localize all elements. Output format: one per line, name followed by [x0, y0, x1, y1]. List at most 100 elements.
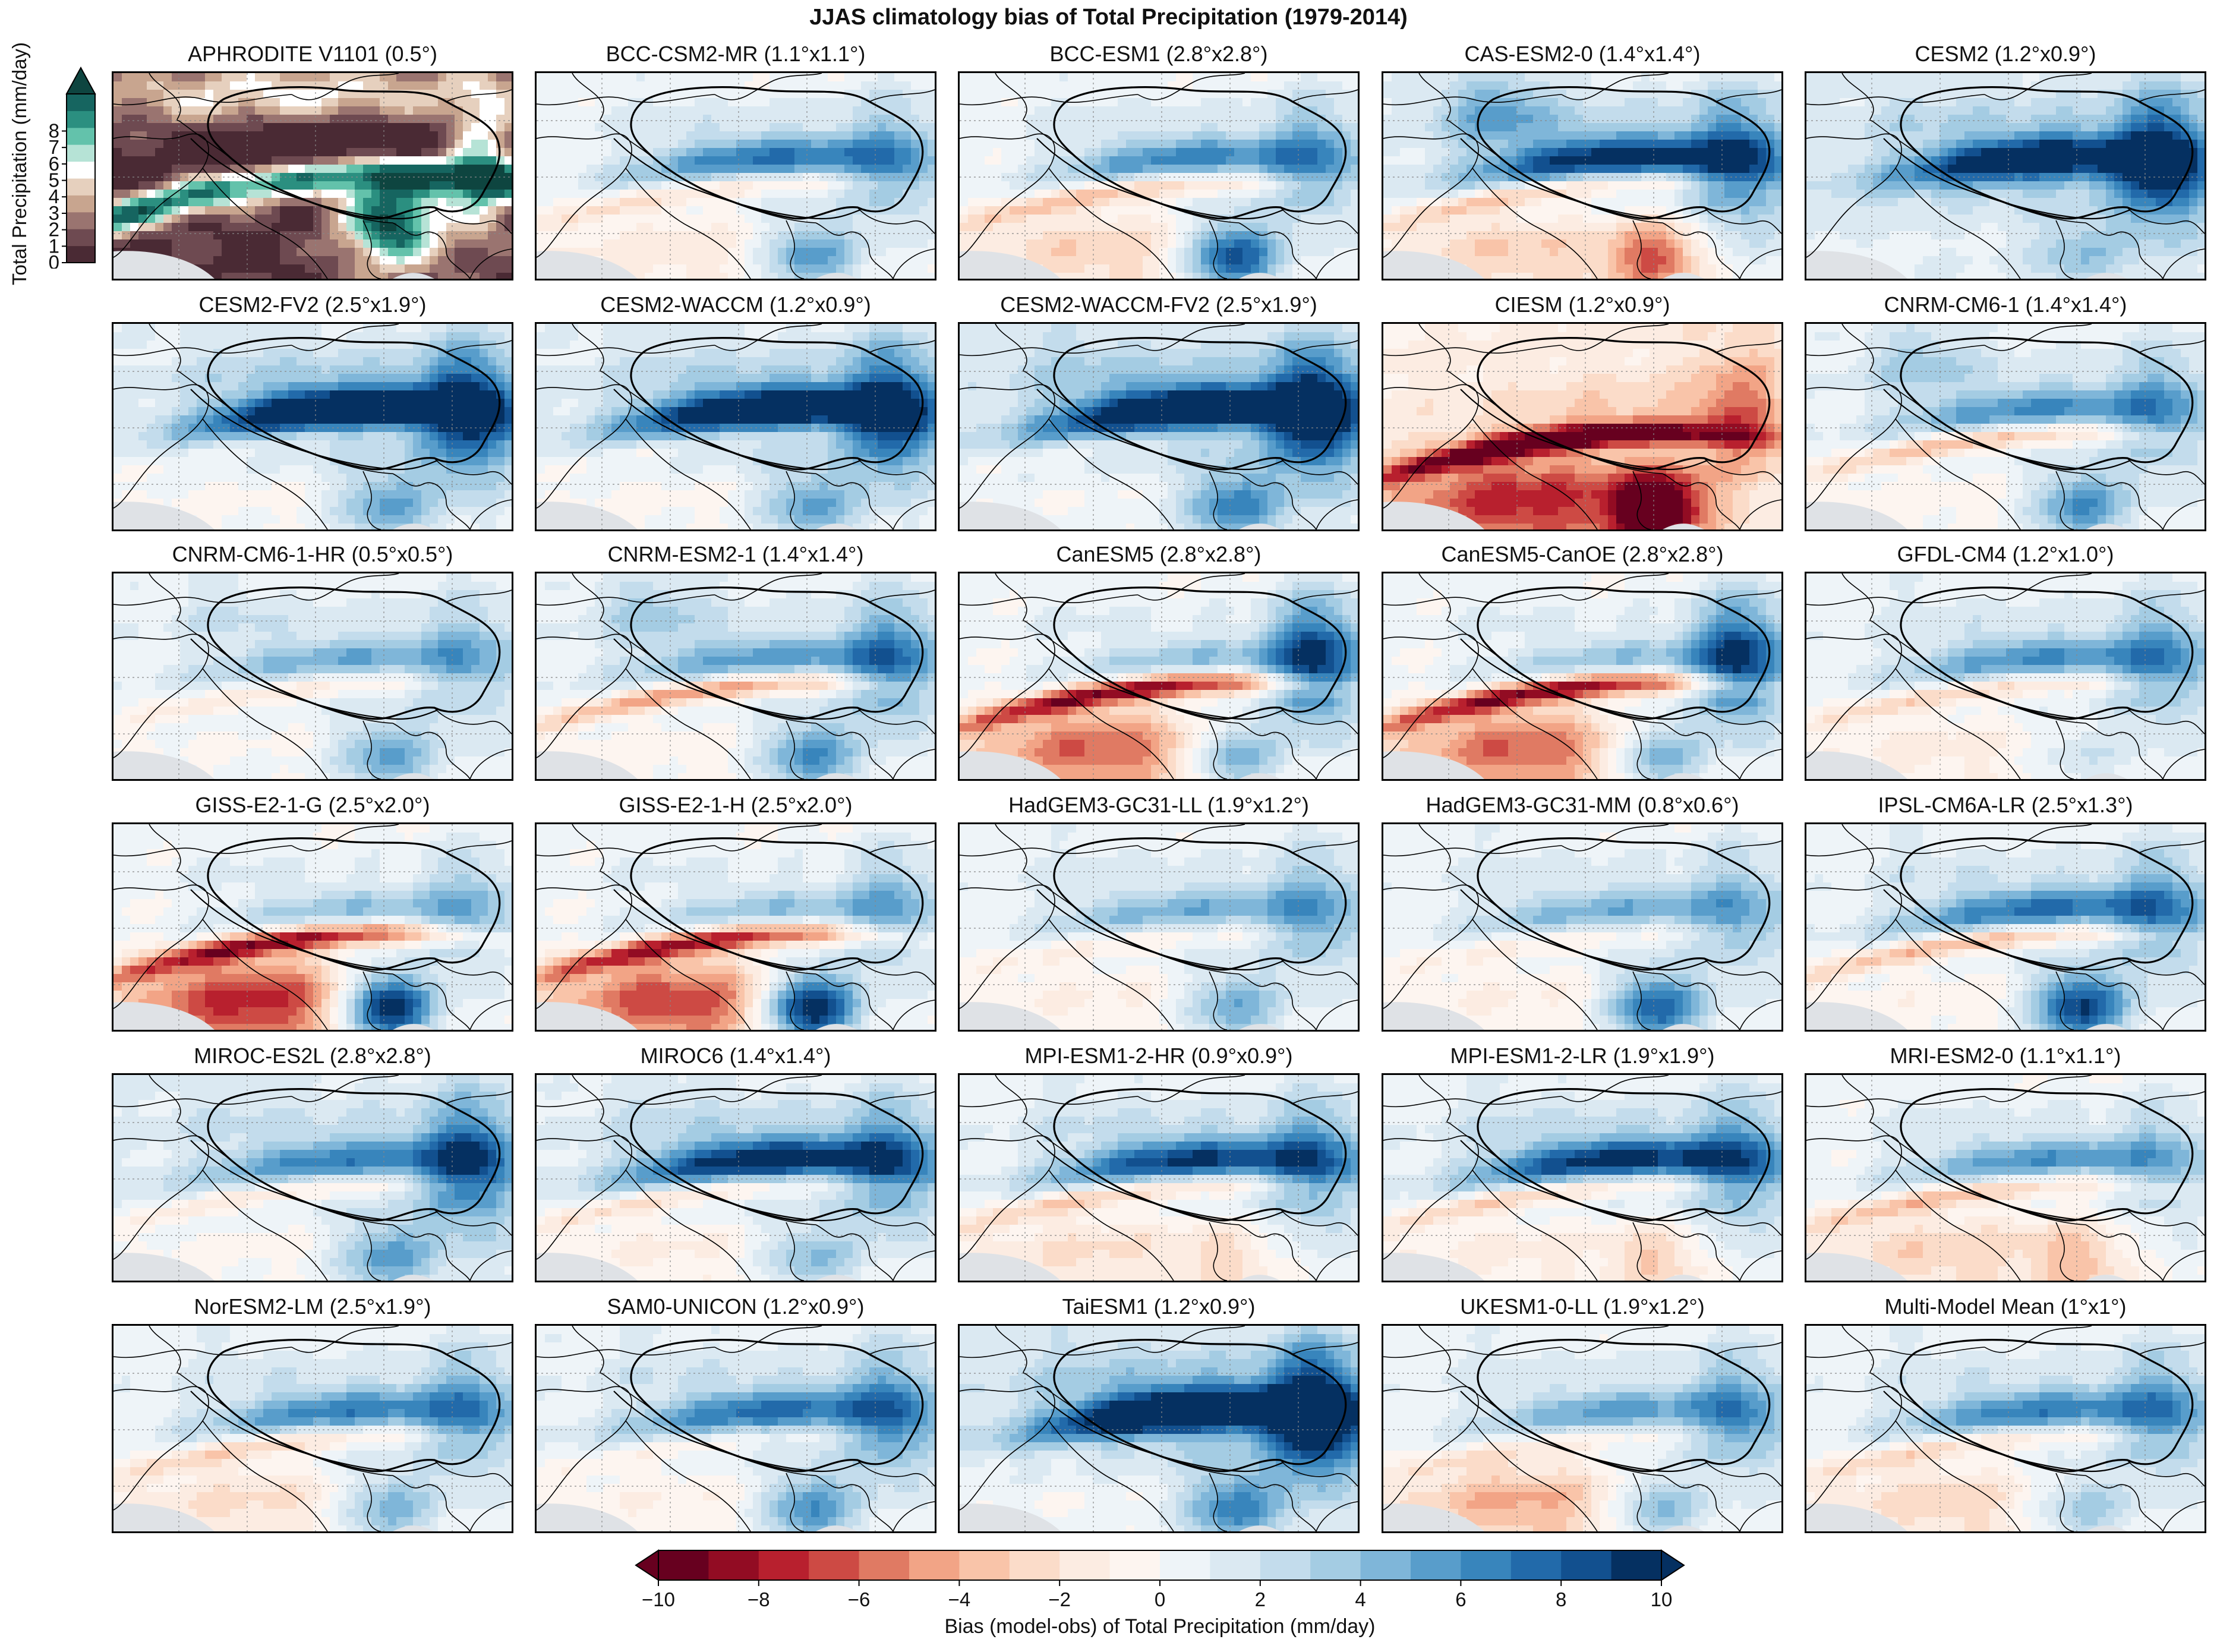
country-borders [1806, 324, 2205, 529]
ocean-mask [960, 1253, 1281, 1281]
ocean-mask [113, 751, 434, 779]
bias-colorbar-tick-label: −6 [848, 1588, 871, 1610]
bias-colorbar-tick-label: 4 [1355, 1588, 1365, 1610]
tibetan-plateau-outline [1900, 587, 2194, 720]
map-frame [112, 71, 513, 280]
map-panel: GISS-E2-1-H (2.5°x2.0°) [535, 793, 936, 1032]
map-frame [1805, 1324, 2206, 1533]
country-borders [960, 324, 1358, 529]
tibetan-plateau-outline [1053, 587, 1347, 720]
precip-field [960, 573, 1358, 779]
tibetan-plateau-outline [207, 587, 501, 720]
panel-title: HadGEM3-GC31-MM (0.8°x0.6°) [1358, 793, 1807, 818]
map-canvas [113, 1326, 512, 1531]
tibetan-plateau-outline [207, 337, 501, 471]
ocean-mask [960, 1503, 1281, 1531]
tibetan-plateau-outline [1053, 1088, 1347, 1222]
obs-colorbar-segment [67, 127, 95, 145]
bias-colorbar-segment [1461, 1550, 1512, 1580]
map-canvas [1383, 324, 1781, 529]
obs-colorbar-segment [67, 161, 95, 179]
bias-colorbar: −10 −8 −6 −4 −2 0 2 4 6 8 10 [635, 1549, 1685, 1610]
precip-field [113, 824, 512, 1030]
map-frame [112, 322, 513, 531]
gridlines [537, 1326, 935, 1531]
bias-colorbar-segment [1310, 1550, 1361, 1580]
map-canvas [537, 1075, 935, 1281]
precip-field [960, 1075, 1358, 1281]
map-canvas [960, 1326, 1358, 1531]
obs-colorbar-segment [67, 245, 95, 263]
ocean-mask [1806, 1002, 2127, 1030]
bias-colorbar-segment [1411, 1550, 1461, 1580]
bias-colorbar-label: Bias (model-obs) of Total Precipitation … [635, 1615, 1685, 1638]
panel-title: CESM2-WACCM-FV2 (2.5°x1.9°) [934, 292, 1383, 317]
precip-field [960, 1326, 1358, 1531]
gridlines [960, 573, 1358, 779]
map-frame [1805, 1073, 2206, 1282]
gridlines [1806, 1075, 2205, 1281]
map-panel: MIROC6 (1.4°x1.4°) [535, 1043, 936, 1282]
map-panel: NorESM2-LM (2.5°x1.9°) [112, 1294, 513, 1533]
ocean-mask [1383, 751, 1704, 779]
gridlines [537, 573, 935, 779]
map-frame [112, 572, 513, 781]
ocean-mask [537, 1253, 857, 1281]
map-frame [1805, 322, 2206, 531]
map-frame [1382, 322, 1783, 531]
tibetan-plateau-outline [1477, 587, 1771, 720]
bias-colorbar-segment [758, 1550, 809, 1580]
panel-title: CanESM5 (2.8°x2.8°) [934, 542, 1383, 567]
gridlines [1806, 573, 2205, 779]
tibetan-plateau-outline [1900, 86, 2194, 220]
map-panel: MPI-ESM1-2-HR (0.9°x0.9°) [958, 1043, 1360, 1282]
ocean-mask [1383, 1503, 1704, 1531]
map-canvas [113, 324, 512, 529]
obs-colorbar-segment [67, 178, 95, 196]
tibetan-plateau-outline [1053, 1339, 1347, 1473]
panel-title: CNRM-ESM2-1 (1.4°x1.4°) [511, 542, 960, 567]
precip-field [537, 573, 935, 779]
panel-title: MPI-ESM1-2-HR (0.9°x0.9°) [934, 1043, 1383, 1068]
map-panel: HadGEM3-GC31-LL (1.9°x1.2°) [958, 793, 1360, 1032]
ocean-mask [960, 1002, 1281, 1030]
ocean-mask [1806, 1253, 2127, 1281]
gridlines [113, 1326, 512, 1531]
tibetan-plateau-outline [207, 837, 501, 971]
ocean-mask [1383, 251, 1704, 279]
tibetan-plateau-outline [630, 1088, 924, 1222]
map-canvas [537, 573, 935, 779]
panel-title: UKESM1-0-LL (1.9°x1.2°) [1358, 1294, 1807, 1319]
map-panel: GISS-E2-1-G (2.5°x2.0°) [112, 793, 513, 1032]
panel-title: TaiESM1 (1.2°x0.9°) [934, 1294, 1383, 1319]
map-canvas [1806, 824, 2205, 1030]
ocean-mask [113, 1503, 434, 1531]
precip-field [960, 824, 1358, 1030]
map-panel: GFDL-CM4 (1.2°x1.0°) [1805, 542, 2206, 781]
map-canvas [1383, 824, 1781, 1030]
map-canvas [537, 73, 935, 279]
panel-title: APHRODITE V1101 (0.5°) [88, 42, 537, 67]
map-frame [112, 1324, 513, 1533]
country-borders [960, 573, 1358, 779]
obs-colorbar-label: Total Precipitation (mm/day) [8, 42, 31, 285]
bias-colorbar-segment [1510, 1550, 1562, 1580]
map-frame [535, 322, 936, 531]
obs-colorbar-segment [67, 144, 95, 162]
tibetan-plateau-outline [1900, 1339, 2194, 1473]
map-panel: MPI-ESM1-2-LR (1.9°x1.9°) [1382, 1043, 1783, 1282]
gridlines [960, 73, 1358, 279]
gridlines [1383, 1075, 1781, 1281]
tibetan-plateau-outline [1477, 337, 1771, 471]
gridlines [1383, 573, 1781, 779]
map-canvas [960, 824, 1358, 1030]
bias-colorbar-segment [1009, 1550, 1060, 1580]
ocean-mask [537, 1002, 857, 1030]
panel-title: HadGEM3-GC31-LL (1.9°x1.2°) [934, 793, 1383, 818]
bias-colorbar-segment [909, 1550, 960, 1580]
country-borders [113, 824, 512, 1030]
ocean-mask [113, 1002, 434, 1030]
obs-colorbar-segment [67, 195, 95, 213]
panel-title: BCC-CSM2-MR (1.1°x1.1°) [511, 42, 960, 67]
obs-colorbar-segment [67, 212, 95, 229]
